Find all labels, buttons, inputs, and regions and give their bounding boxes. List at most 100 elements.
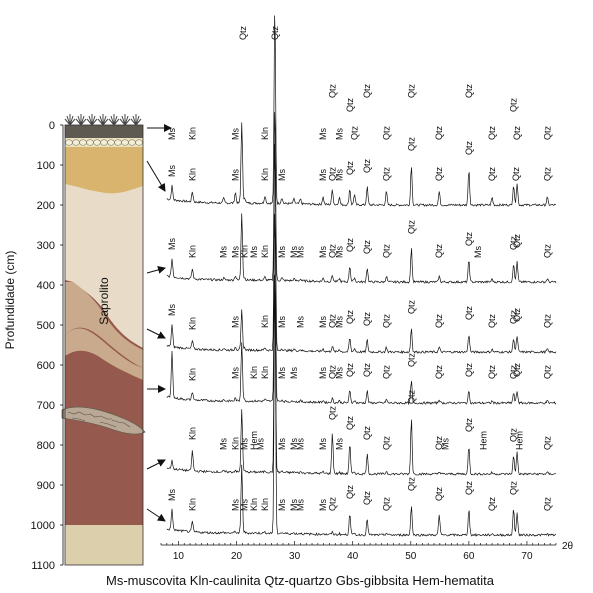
peak-label: Ms [334, 438, 344, 450]
pebble [135, 139, 143, 146]
peak-label: Ms [230, 499, 240, 511]
peak-label: Qtz [362, 158, 372, 173]
peak-label: Qtz [327, 405, 337, 420]
peak-label: Kln [249, 366, 259, 379]
peak-label: Qtz [362, 239, 372, 254]
depth-tick-label: 900 [37, 480, 55, 492]
depth-tick-label: 400 [37, 280, 55, 292]
reference-label: Qtz [327, 83, 337, 98]
diffractogram-trace [166, 289, 557, 537]
peak-label: Qtz [345, 237, 355, 252]
peak-label: Ms [240, 499, 250, 511]
peak-label: Qtz [434, 486, 444, 501]
reference-label: Qtz [362, 83, 372, 98]
peak-label: Qtz [362, 362, 372, 377]
peak-label: Qtz [542, 313, 552, 328]
peak-label: Ms [277, 367, 287, 379]
diffractogram-traces [166, 15, 557, 537]
peak-label: Qtz [345, 362, 355, 377]
peak-label: Ms [230, 316, 240, 328]
peak-label: Qtz [542, 435, 552, 450]
reference-label: Qtz [542, 125, 552, 140]
peak-label: Kln [260, 366, 270, 379]
peak-label: Qtz [345, 160, 355, 175]
peak-label: Kln [260, 315, 270, 328]
peak-label: Hem [514, 431, 524, 450]
peak-label: Qtz [509, 364, 519, 379]
x-tick-label: 60 [463, 551, 475, 562]
reference-label: Ms [230, 128, 240, 140]
stone-line-texture [67, 411, 131, 428]
reference-label: Qtz [509, 97, 519, 112]
peak-label: Qtz [542, 364, 552, 379]
depth-tick-label: 600 [37, 360, 55, 372]
peak-label: Qtz [511, 166, 521, 181]
peak-label: Qtz [345, 309, 355, 324]
peak-label: Ms [277, 438, 287, 450]
peak-label: Kln [187, 317, 197, 330]
reference-label: Qtz [464, 83, 474, 98]
peak-label: Qtz [327, 313, 337, 328]
peak-label: Qtz [434, 364, 444, 379]
depth-tick-label: 300 [37, 240, 55, 252]
peak-label: Kln [260, 498, 270, 511]
grass-tuft [119, 114, 131, 126]
peak-label: Kln [230, 437, 240, 450]
peak-label: Qtz [327, 243, 337, 258]
reference-label: Qtz [238, 25, 248, 40]
peak-label: Ms [318, 246, 328, 258]
reference-label: Kln [260, 127, 270, 140]
grass-tuft [130, 114, 142, 126]
peak-label: Ms [441, 438, 451, 450]
peak-label: Qtz [464, 305, 474, 320]
peak-label: Kln [187, 498, 197, 511]
peak-label: Qtz [434, 243, 444, 258]
diffractogram-trace [166, 213, 557, 406]
peak-label: Ms [334, 316, 344, 328]
diffractogram-trace [166, 143, 557, 355]
peak-label: Ms [334, 367, 344, 379]
grass-tuft [108, 114, 120, 126]
depth-tick-label: 1000 [31, 520, 55, 532]
peak-label: Ms [277, 246, 287, 258]
peak-label: Qtz [512, 362, 522, 377]
yellow-horizon [65, 146, 143, 194]
x-tick-label: 50 [405, 551, 417, 562]
peak-label: Kln [187, 168, 197, 181]
peak-label: Ms [249, 246, 259, 258]
peak-label: Qtz [542, 243, 552, 258]
x-tick-label: 30 [289, 551, 301, 562]
peak-label: Ms [289, 246, 299, 258]
peak-label: Ms [167, 165, 177, 177]
sample-arrow [146, 266, 166, 274]
depth-axis: 0 100 200 300 400 500 600 700 800 900 1000 1100 Pro… [3, 120, 64, 572]
peak-label: Qtz [487, 313, 497, 328]
peak-label: Hem [249, 431, 259, 450]
peak-label: Ms [295, 499, 305, 511]
pebble [114, 139, 122, 146]
grass-tuft [97, 114, 109, 126]
peak-label: Qtz [381, 166, 391, 181]
reference-label: Qtz [487, 125, 497, 140]
diffractogram-trace [166, 112, 557, 284]
soil-column-outline [64, 124, 144, 566]
peak-label: Qtz [345, 415, 355, 430]
peak-label: Qtz [434, 166, 444, 181]
x-tick-label: 40 [347, 551, 359, 562]
pebble [100, 139, 108, 146]
peak-label: Kln [240, 245, 250, 258]
peak-label: Ms [334, 246, 344, 258]
peak-label: Qtz [327, 496, 337, 511]
saprolite-mid-tone [65, 282, 143, 368]
peak-label: Ms [318, 367, 328, 379]
peak-label: Ms [318, 438, 328, 450]
depth-ticks: 0 100 200 300 400 500 600 700 800 900 1000 1100 [31, 120, 63, 572]
pebble [93, 139, 101, 146]
peak-label: Qtz [512, 233, 522, 248]
grass-tufts [64, 114, 142, 126]
peak-label: Qtz [327, 166, 337, 181]
saprolite-transition [65, 328, 143, 380]
peak-label: Ms [289, 367, 299, 379]
